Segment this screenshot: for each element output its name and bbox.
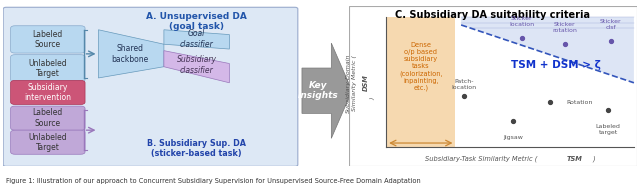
Text: Dense
o/p based
subsidiary
tasks
(colorization,
inpainting,
etc.): Dense o/p based subsidiary tasks (colori… <box>399 42 442 91</box>
Text: Shared
backbone: Shared backbone <box>111 44 148 64</box>
Text: Subsidiary-Task Similarity Metric (: Subsidiary-Task Similarity Metric ( <box>425 155 538 161</box>
Text: Sticker
rotation: Sticker rotation <box>552 22 577 33</box>
Text: Labeled
Source: Labeled Source <box>33 30 63 49</box>
FancyBboxPatch shape <box>11 26 85 53</box>
Text: DSM: DSM <box>363 74 369 91</box>
Text: Unlabeled
Target: Unlabeled Target <box>29 59 67 78</box>
Text: Subsidiary-Domain
Similarity Metric (: Subsidiary-Domain Similarity Metric ( <box>346 53 357 112</box>
Text: Jigsaw: Jigsaw <box>503 135 523 140</box>
Text: Labeled
target: Labeled target <box>596 124 620 135</box>
Text: ): ) <box>592 155 595 161</box>
Text: Sticker
location: Sticker location <box>509 16 534 26</box>
Polygon shape <box>461 17 634 83</box>
FancyBboxPatch shape <box>11 130 85 154</box>
Text: Sticker
clsf: Sticker clsf <box>600 19 621 30</box>
FancyBboxPatch shape <box>3 7 298 166</box>
Text: Key
Insights: Key Insights <box>298 81 339 100</box>
Text: Subsidiary
intervention: Subsidiary intervention <box>24 83 71 102</box>
Polygon shape <box>302 43 352 138</box>
Polygon shape <box>164 51 229 83</box>
Text: Unlabeled
Target: Unlabeled Target <box>29 132 67 152</box>
Bar <box>387 17 456 147</box>
Text: Figure 1: Illustration of our approach to Concurrent Subsidiary Supervision for : Figure 1: Illustration of our approach t… <box>6 178 421 184</box>
Text: TSM: TSM <box>567 156 583 161</box>
Text: B. Subsidiary Sup. DA
(sticker-based task): B. Subsidiary Sup. DA (sticker-based tas… <box>147 139 246 158</box>
Text: Rotation: Rotation <box>566 100 593 105</box>
Text: Subsidiary
classifier: Subsidiary classifier <box>177 55 216 75</box>
Text: TSM + DSM > ζ: TSM + DSM > ζ <box>511 60 601 70</box>
Text: C. Subsidiary DA suitability criteria: C. Subsidiary DA suitability criteria <box>396 11 590 20</box>
FancyBboxPatch shape <box>11 55 85 82</box>
Text: Labeled
Source: Labeled Source <box>33 108 63 128</box>
Polygon shape <box>164 30 229 49</box>
FancyBboxPatch shape <box>11 106 85 130</box>
Polygon shape <box>99 30 164 78</box>
Text: ): ) <box>371 98 376 100</box>
Text: Goal
classifier: Goal classifier <box>180 29 214 49</box>
Text: Patch-
location: Patch- location <box>451 79 477 90</box>
Text: A. Unsupervised DA
(goal task): A. Unsupervised DA (goal task) <box>146 12 247 32</box>
FancyBboxPatch shape <box>11 80 85 105</box>
